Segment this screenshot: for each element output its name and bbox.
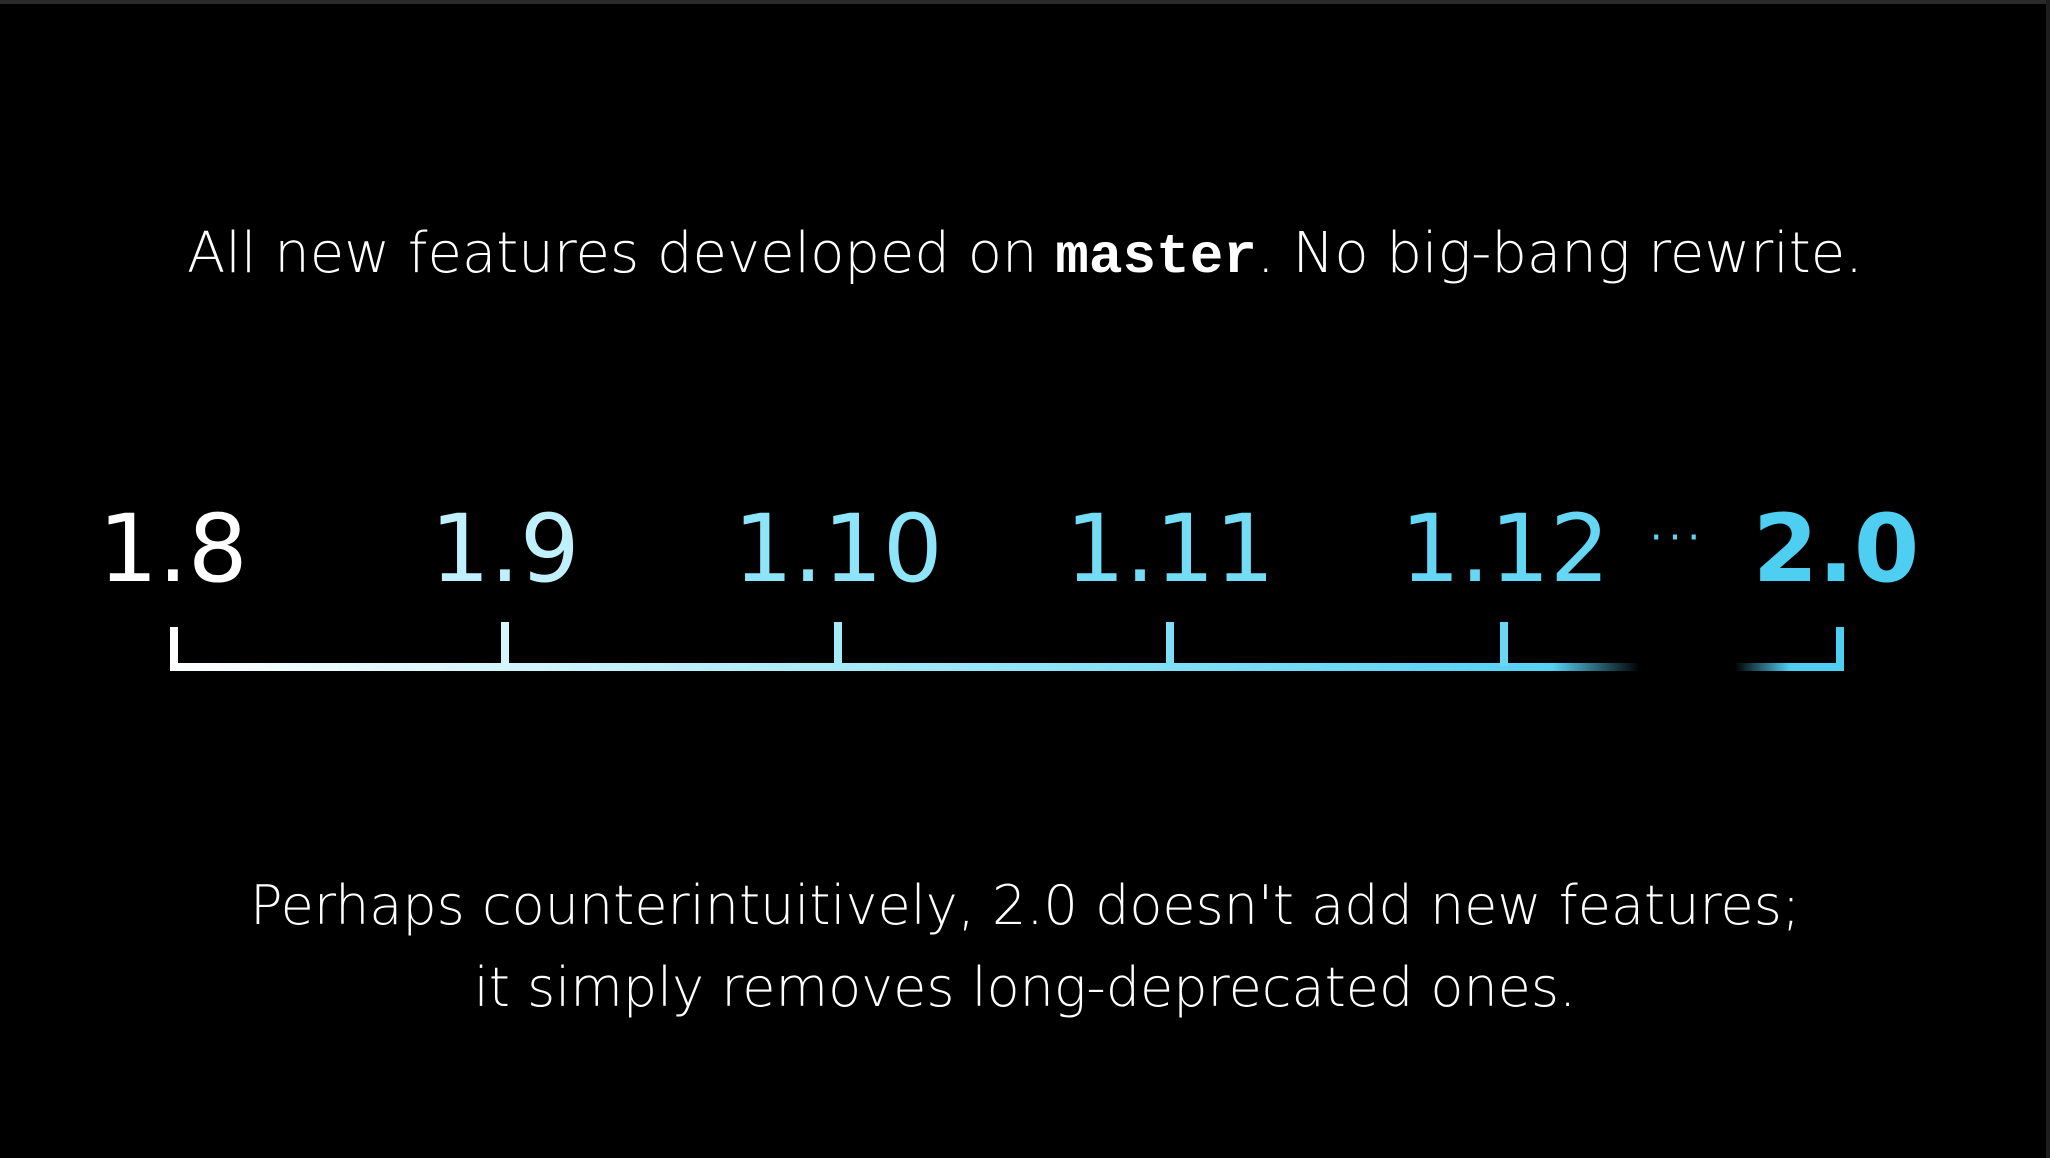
headline-code-branch: master [1055,225,1257,289]
tick-1-8 [170,627,178,671]
version-label-1-12: 1.12 [1400,495,1610,604]
tick-1-10 [834,622,842,666]
version-label-2-0: 2.0 [1752,495,1920,604]
caption-line-2: it simply removes long-deprecated ones. [473,956,1577,1019]
version-label-1-10: 1.10 [733,495,943,604]
timeline-line [173,663,1643,671]
right-edge [2046,0,2050,1158]
top-edge [0,0,2050,4]
version-label-1-11: 1.11 [1065,495,1275,604]
timeline-tail-segment [1735,663,1844,671]
caption: Perhaps counterintuitively, 2.0 doesn't … [0,865,2050,1029]
version-label-1-8: 1.8 [98,495,248,604]
tick-1-11 [1166,622,1174,666]
tick-1-12 [1500,622,1508,666]
tick-1-9 [501,622,509,666]
caption-line-1: Perhaps counterintuitively, 2.0 doesn't … [249,874,1801,937]
headline: All new features developed on master. No… [0,218,2050,293]
ellipsis: ··· [1649,515,1707,561]
headline-text-after: . No big-bang rewrite. [1256,221,1863,286]
tick-2-0 [1836,627,1844,671]
headline-text-before: All new features developed on [187,221,1056,286]
version-label-1-9: 1.9 [430,495,580,604]
